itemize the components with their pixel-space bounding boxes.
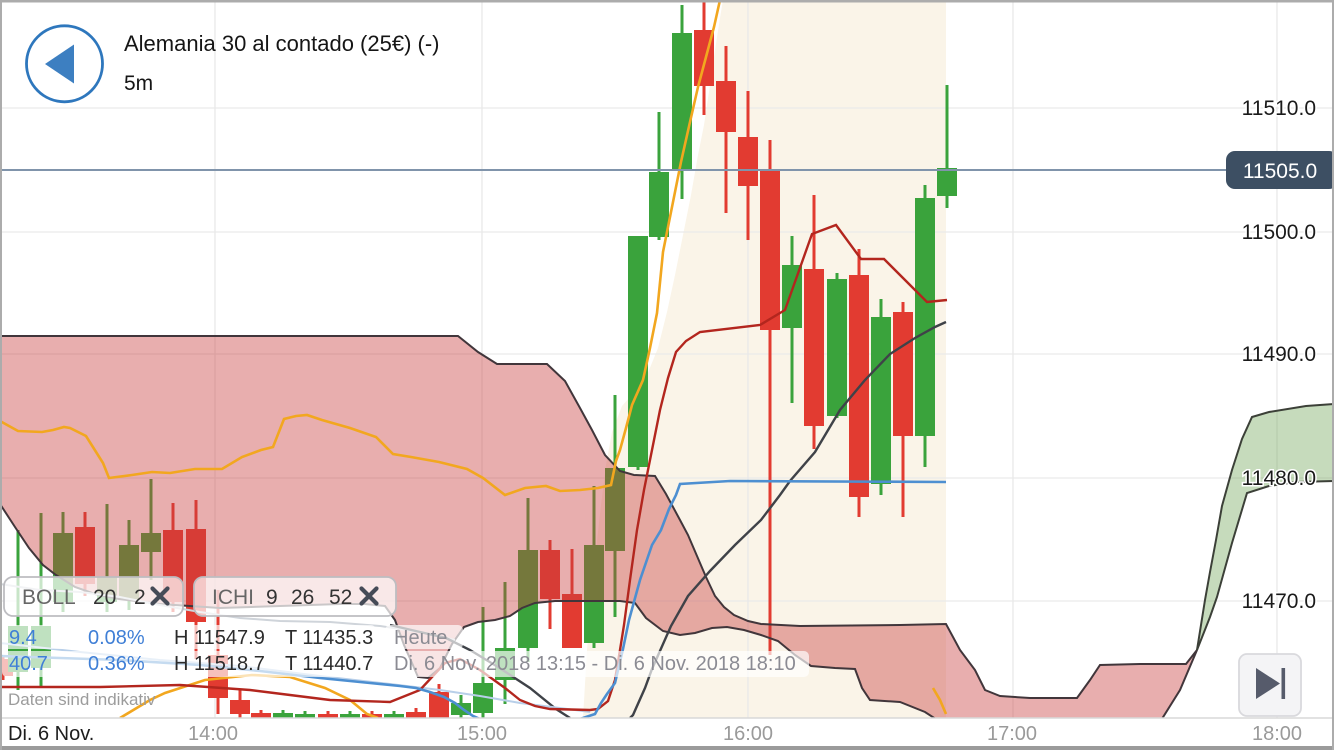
svg-text:ICHI: ICHI: [212, 586, 254, 609]
svg-text:0.36%: 0.36%: [88, 653, 145, 675]
svg-text:26: 26: [291, 586, 314, 609]
svg-text:11500.0: 11500.0: [1242, 221, 1316, 244]
svg-text:40.7: 40.7: [9, 653, 48, 675]
svg-text:Di. 6 Nov. 2018 13:15 - Di. 6: Di. 6 Nov. 2018 13:15 - Di. 6 Nov. 2018 …: [394, 653, 796, 675]
svg-text:11490.0: 11490.0: [1242, 343, 1316, 366]
svg-text:9: 9: [266, 586, 278, 609]
svg-text:0.08%: 0.08%: [88, 627, 145, 649]
svg-text:52: 52: [329, 586, 352, 609]
svg-text:11505.0: 11505.0: [1243, 160, 1317, 183]
svg-text:BOLL: BOLL: [22, 586, 76, 609]
svg-text:11510.0: 11510.0: [1242, 97, 1316, 120]
svg-text:9.4: 9.4: [9, 627, 37, 649]
svg-text:T 11435.3: T 11435.3: [285, 627, 373, 649]
svg-text:H 11518.7: H 11518.7: [174, 653, 265, 675]
svg-text:17:00: 17:00: [987, 723, 1037, 745]
svg-text:Daten sind indikativ: Daten sind indikativ: [8, 690, 156, 709]
svg-text:2: 2: [134, 586, 146, 609]
svg-text:5m: 5m: [124, 72, 153, 95]
svg-text:11480.0: 11480.0: [1242, 467, 1316, 490]
svg-text:14:00: 14:00: [188, 723, 238, 745]
svg-text:20: 20: [93, 586, 116, 609]
svg-text:11470.0: 11470.0: [1242, 590, 1316, 613]
svg-text:Heute: Heute: [394, 627, 447, 649]
svg-text:H 11547.9: H 11547.9: [174, 627, 265, 649]
svg-text:T 11440.7: T 11440.7: [285, 653, 373, 675]
svg-text:Di. 6 Nov.: Di. 6 Nov.: [8, 723, 94, 745]
svg-text:18:00: 18:00: [1252, 723, 1302, 745]
svg-text:16:00: 16:00: [723, 723, 773, 745]
svg-text:Alemania 30 al contado (25€) (: Alemania 30 al contado (25€) (-): [124, 31, 440, 56]
svg-text:15:00: 15:00: [457, 723, 507, 745]
